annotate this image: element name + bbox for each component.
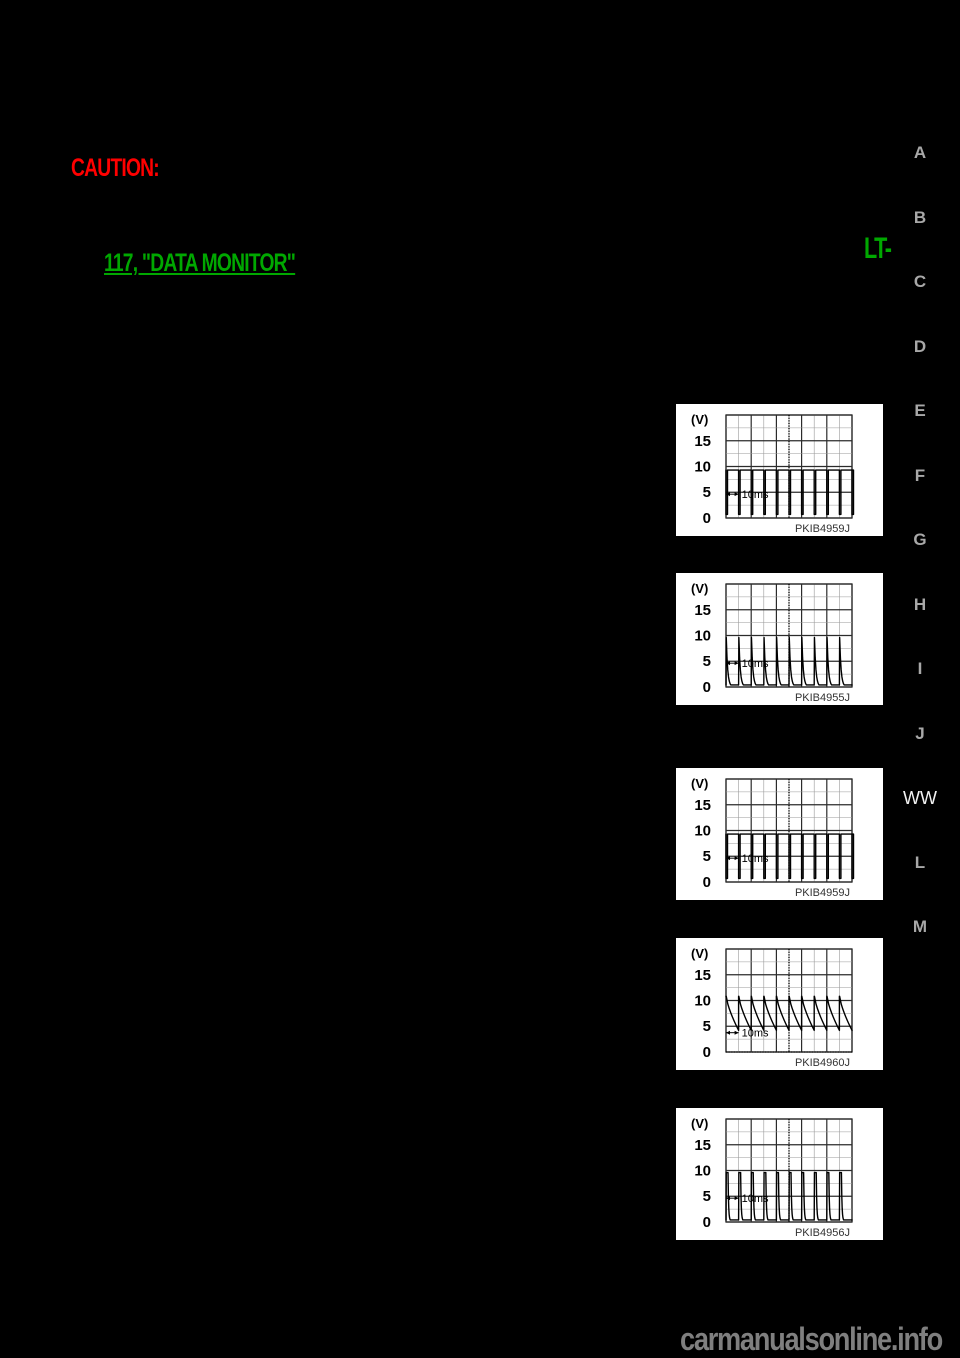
svg-text:10: 10 xyxy=(694,1163,711,1180)
svg-text:0: 0 xyxy=(703,874,711,891)
svg-text:15: 15 xyxy=(694,797,711,814)
svg-text:(V): (V) xyxy=(691,412,708,427)
svg-text:(V): (V) xyxy=(691,1116,708,1131)
svg-text:10ms: 10ms xyxy=(742,489,769,501)
svg-text:5: 5 xyxy=(703,484,711,501)
svg-text:10ms: 10ms xyxy=(742,658,769,670)
svg-text:0: 0 xyxy=(703,1044,711,1061)
svg-text:PKIB4956J: PKIB4956J xyxy=(795,1227,850,1239)
svg-text:PKIB4959J: PKIB4959J xyxy=(795,523,850,535)
svg-text:(V): (V) xyxy=(691,946,708,961)
svg-text:10ms: 10ms xyxy=(742,853,769,865)
svg-text:0: 0 xyxy=(703,510,711,527)
svg-text:PKIB4959J: PKIB4959J xyxy=(795,887,850,899)
svg-text:15: 15 xyxy=(694,433,711,450)
svg-text:10ms: 10ms xyxy=(742,1193,769,1205)
svg-text:5: 5 xyxy=(703,653,711,670)
svg-text:5: 5 xyxy=(703,1188,711,1205)
svg-text:PKIB4960J: PKIB4960J xyxy=(795,1057,850,1069)
svg-text:0: 0 xyxy=(703,1214,711,1231)
svg-text:10ms: 10ms xyxy=(742,1028,769,1040)
svg-text:5: 5 xyxy=(703,848,711,865)
svg-text:(V): (V) xyxy=(691,581,708,596)
svg-text:10: 10 xyxy=(694,628,711,645)
svg-text:10: 10 xyxy=(694,993,711,1010)
svg-text:10: 10 xyxy=(694,823,711,840)
svg-text:5: 5 xyxy=(703,1018,711,1035)
svg-text:15: 15 xyxy=(694,967,711,984)
svg-text:PKIB4955J: PKIB4955J xyxy=(795,692,850,704)
svg-text:10: 10 xyxy=(694,459,711,476)
svg-text:0: 0 xyxy=(703,679,711,696)
svg-text:15: 15 xyxy=(694,602,711,619)
svg-text:15: 15 xyxy=(694,1137,711,1154)
svg-text:(V): (V) xyxy=(691,776,708,791)
